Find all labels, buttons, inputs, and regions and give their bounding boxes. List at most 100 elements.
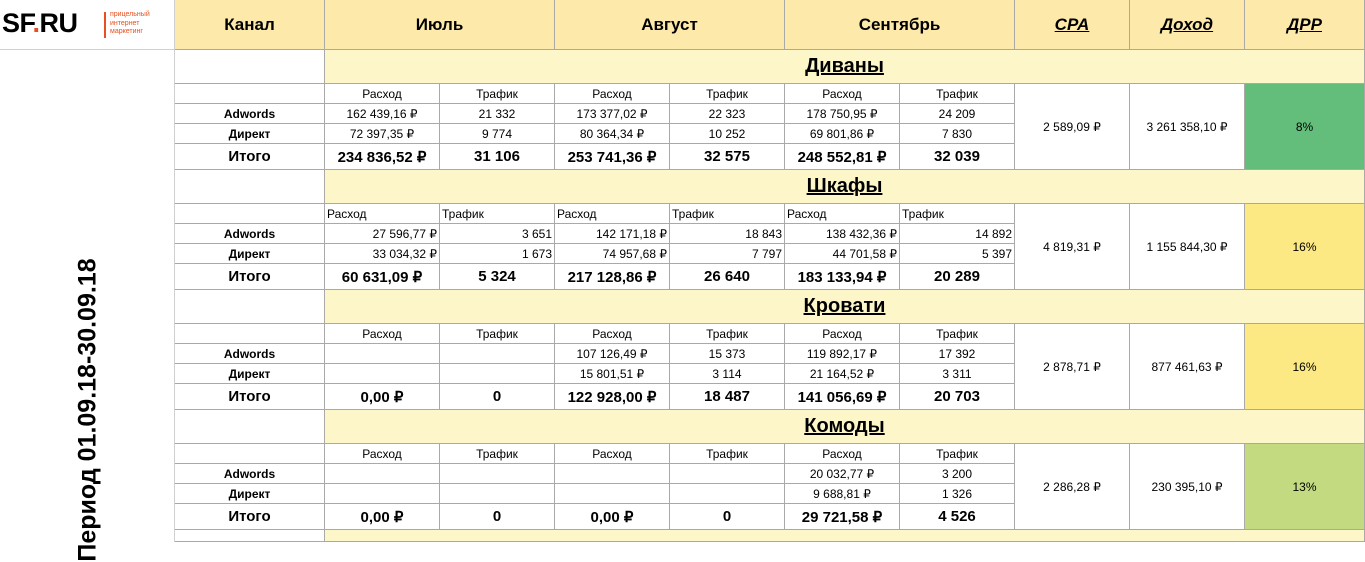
section-blank-cell [175, 170, 325, 204]
cpa-value: 2 286,28 ₽ [1015, 444, 1130, 530]
subheader-traffic: Трафик [670, 324, 785, 344]
subheader-spend: Расход [325, 84, 440, 104]
section-title: Диваны [325, 50, 1365, 84]
subheader-spend: Расход [325, 324, 440, 344]
total-label: Итого [175, 144, 325, 170]
subheader-traffic: Трафик [670, 204, 785, 224]
cpa-value: 2 878,71 ₽ [1015, 324, 1130, 410]
spend-value: 138 432,36 ₽ [785, 224, 900, 244]
subheader-traffic: Трафик [900, 84, 1015, 104]
spend-value: 44 701,58 ₽ [785, 244, 900, 264]
channel-label: Директ [175, 364, 325, 384]
channel-label: Директ [175, 484, 325, 504]
total-spend: 29 721,58 ₽ [785, 504, 900, 530]
spend-value: 27 596,77 ₽ [325, 224, 440, 244]
total-spend: 141 056,69 ₽ [785, 384, 900, 410]
subheader-traffic: Трафик [440, 324, 555, 344]
logo-dot: . [32, 8, 41, 38]
spend-value [325, 364, 440, 384]
spend-value: 178 750,95 ₽ [785, 104, 900, 124]
header-income: Доход [1130, 0, 1245, 50]
spend-value: 119 892,17 ₽ [785, 344, 900, 364]
section-blank-cell [175, 50, 325, 84]
section-blank-cell [175, 530, 325, 542]
spend-value: 74 957,68 ₽ [555, 244, 670, 264]
total-spend: 60 631,09 ₽ [325, 264, 440, 290]
total-label: Итого [175, 264, 325, 290]
subheader-traffic: Трафик [670, 444, 785, 464]
subheader-traffic: Трафик [900, 324, 1015, 344]
subheader-traffic: Трафик [900, 444, 1015, 464]
subheader-traffic: Трафик [440, 204, 555, 224]
period-column [0, 50, 175, 542]
header-month-august: Август [555, 0, 785, 50]
spend-value [555, 484, 670, 504]
section-title: Шкафы [325, 170, 1365, 204]
drr-value: 8% [1245, 84, 1365, 170]
subheader-traffic: Трафик [670, 84, 785, 104]
subheader-traffic: Трафик [440, 444, 555, 464]
traffic-value: 18 843 [670, 224, 785, 244]
header-month-september: Сентябрь [785, 0, 1015, 50]
logo-tagline-line: маркетинг [110, 28, 143, 35]
traffic-value: 3 200 [900, 464, 1015, 484]
subheader-blank-cell [175, 204, 325, 224]
traffic-value [440, 484, 555, 504]
total-spend: 183 133,94 ₽ [785, 264, 900, 290]
sf-ru-logo: SF.RU прицельный интернет маркетинг [0, 0, 175, 50]
total-traffic: 0 [440, 504, 555, 530]
subheader-blank-cell [175, 324, 325, 344]
logo-tagline-line: прицельный [110, 11, 150, 18]
channel-label: Adwords [175, 344, 325, 364]
subheader-spend: Расход [555, 84, 670, 104]
channel-label: Директ [175, 244, 325, 264]
traffic-value: 24 209 [900, 104, 1015, 124]
income-value: 230 395,10 ₽ [1130, 444, 1245, 530]
total-spend: 0,00 ₽ [325, 384, 440, 410]
subheader-spend: Расход [555, 204, 670, 224]
subheader-blank-cell [175, 444, 325, 464]
total-traffic: 26 640 [670, 264, 785, 290]
logo-mark: SF.RU [2, 8, 78, 39]
spend-value: 80 364,34 ₽ [555, 124, 670, 144]
traffic-value [670, 464, 785, 484]
channel-label: Adwords [175, 224, 325, 244]
spend-value: 142 171,18 ₽ [555, 224, 670, 244]
total-traffic: 32 575 [670, 144, 785, 170]
traffic-value: 22 323 [670, 104, 785, 124]
total-spend: 0,00 ₽ [555, 504, 670, 530]
traffic-value: 17 392 [900, 344, 1015, 364]
total-traffic: 5 324 [440, 264, 555, 290]
period-label: Период 01.09.18-30.09.18 [73, 258, 102, 562]
spend-value [555, 464, 670, 484]
next-section-band [325, 530, 1365, 542]
traffic-value: 1 326 [900, 484, 1015, 504]
spend-value: 69 801,86 ₽ [785, 124, 900, 144]
traffic-value: 3 651 [440, 224, 555, 244]
subheader-spend: Расход [325, 204, 440, 224]
subheader-traffic: Трафик [900, 204, 1015, 224]
spend-value [325, 464, 440, 484]
spend-value [325, 484, 440, 504]
section-blank-cell [175, 410, 325, 444]
cpa-value: 4 819,31 ₽ [1015, 204, 1130, 290]
traffic-value: 1 673 [440, 244, 555, 264]
income-value: 877 461,63 ₽ [1130, 324, 1245, 410]
logo-divider [104, 12, 106, 38]
subheader-spend: Расход [325, 444, 440, 464]
total-traffic: 32 039 [900, 144, 1015, 170]
channel-label: Adwords [175, 464, 325, 484]
total-spend: 122 928,00 ₽ [555, 384, 670, 410]
spend-value: 107 126,49 ₽ [555, 344, 670, 364]
logo-tagline: прицельный интернет маркетинг [110, 11, 150, 37]
drr-value: 13% [1245, 444, 1365, 530]
income-value: 3 261 358,10 ₽ [1130, 84, 1245, 170]
total-traffic: 4 526 [900, 504, 1015, 530]
traffic-value: 3 114 [670, 364, 785, 384]
traffic-value: 10 252 [670, 124, 785, 144]
total-traffic: 18 487 [670, 384, 785, 410]
traffic-value: 21 332 [440, 104, 555, 124]
spend-value: 15 801,51 ₽ [555, 364, 670, 384]
spend-value: 21 164,52 ₽ [785, 364, 900, 384]
header-drr: ДРР [1245, 0, 1365, 50]
